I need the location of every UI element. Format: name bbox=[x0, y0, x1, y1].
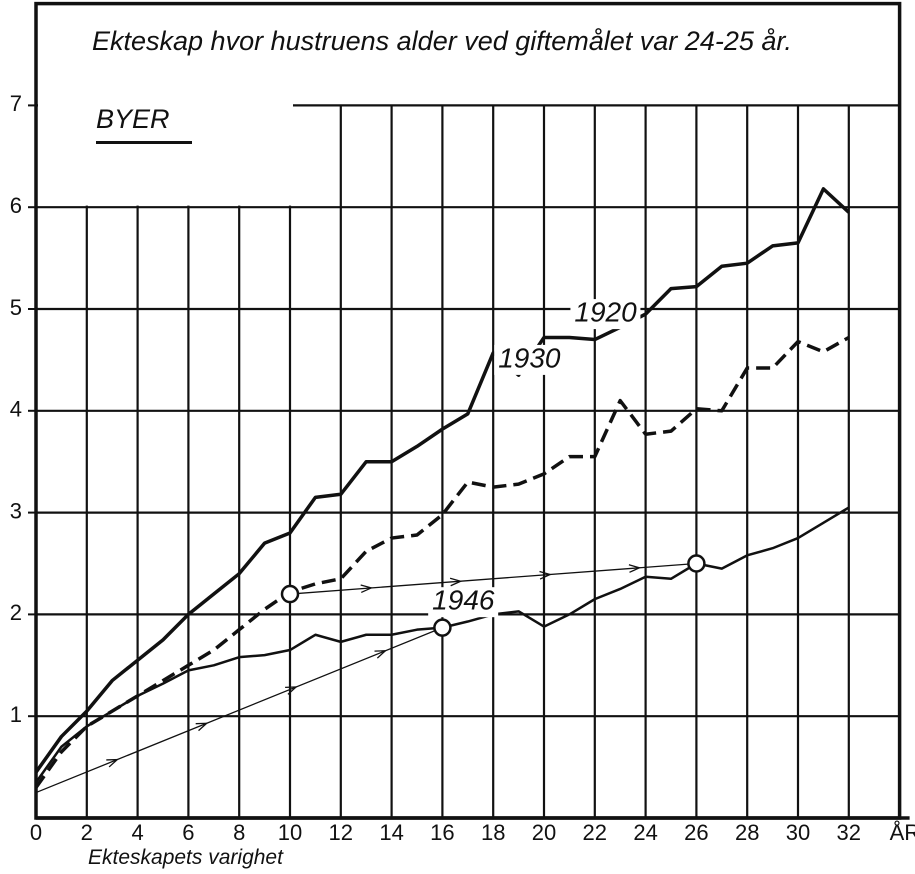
x-tick-label: 16 bbox=[430, 820, 454, 845]
x-tick-label: 22 bbox=[583, 820, 607, 845]
x-tick-label: 18 bbox=[481, 820, 505, 845]
arrowhead bbox=[449, 577, 463, 587]
cohort-marker bbox=[280, 584, 300, 604]
series-label-bg bbox=[494, 344, 565, 375]
x-tick-label: 28 bbox=[735, 820, 759, 845]
series-label: 1930 bbox=[498, 342, 561, 373]
x-unit-label: ÅR bbox=[890, 820, 915, 845]
x-tick-label: 0 bbox=[30, 820, 42, 845]
y-tick-label: 7 bbox=[10, 91, 22, 116]
chart-title: Ekteskap hvor hustruens alder ved giftem… bbox=[92, 26, 792, 56]
x-tick-label: 32 bbox=[837, 820, 861, 845]
x-tick-label: 26 bbox=[684, 820, 708, 845]
series-label: 1946 bbox=[432, 585, 495, 616]
arrowhead bbox=[285, 686, 298, 695]
cohort-arrow bbox=[35, 627, 443, 794]
cohort-marker bbox=[433, 618, 452, 637]
x-axis-label: Ekteskapets varighet bbox=[88, 846, 283, 869]
arrowhead bbox=[360, 584, 374, 594]
y-tick-label: 5 bbox=[10, 295, 22, 320]
x-tick-label: 14 bbox=[379, 820, 403, 845]
cohort-marker bbox=[687, 554, 706, 573]
arrowhead bbox=[106, 758, 120, 768]
arrowhead bbox=[628, 564, 642, 573]
x-tick-label: 4 bbox=[131, 820, 143, 845]
series-label: 1920 bbox=[574, 296, 637, 327]
y-tick-label: 3 bbox=[10, 498, 22, 523]
x-tick-label: 20 bbox=[532, 820, 556, 845]
x-tick-label: 6 bbox=[182, 820, 194, 845]
arrowhead bbox=[539, 570, 552, 580]
y-tick-label: 4 bbox=[10, 397, 22, 422]
arrowhead bbox=[374, 650, 388, 659]
x-tick-label: 10 bbox=[278, 820, 302, 845]
x-tick-label: 2 bbox=[81, 820, 93, 845]
x-tick-label: 12 bbox=[329, 820, 353, 845]
series-line bbox=[34, 187, 850, 774]
chart-subtitle: BYER bbox=[96, 104, 192, 144]
x-tick-label: 8 bbox=[233, 820, 245, 845]
y-tick-label: 2 bbox=[10, 600, 22, 625]
x-tick-label: 24 bbox=[633, 820, 657, 845]
arrowhead bbox=[195, 722, 209, 732]
y-tick-label: 1 bbox=[10, 702, 22, 727]
series-label-bg bbox=[428, 587, 499, 618]
y-tick-label: 6 bbox=[10, 193, 22, 218]
title-area bbox=[38, 5, 293, 206]
series-line bbox=[34, 335, 850, 789]
series-label-bg bbox=[570, 299, 641, 330]
x-tick-label: 30 bbox=[786, 820, 810, 845]
cohort-arrow bbox=[289, 562, 697, 595]
